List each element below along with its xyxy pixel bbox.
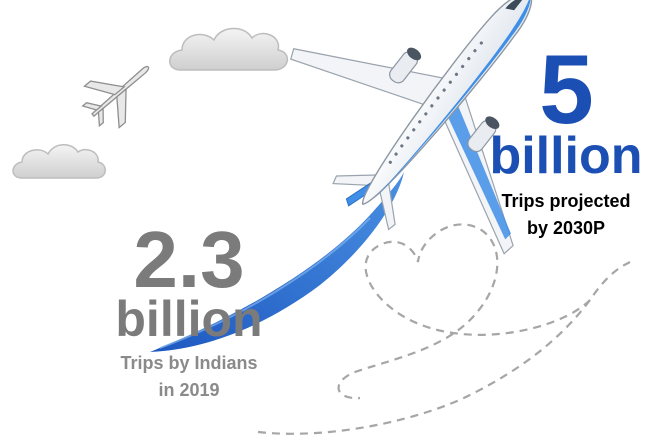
current-trips-caption-line1: Trips by Indians <box>120 353 258 373</box>
projected-trips-caption-line2: by 2030P <box>526 218 606 238</box>
projected-trips-value: 5 <box>539 34 594 144</box>
cloud-icon <box>169 27 288 71</box>
current-trips-caption: Trips by Indians in 2019 <box>89 350 289 404</box>
blue-swoosh-highlight <box>159 217 371 349</box>
projected-trips-caption-line1: Trips projected <box>501 191 631 211</box>
projected-trips-caption: Trips projected by 2030P <box>476 188 656 242</box>
projected-trips-stat: 5 billion Trips projected by 2030P <box>468 40 664 242</box>
dashed-heart-loop <box>337 223 591 400</box>
current-trips-value: 2.3 <box>133 215 245 304</box>
dashed-flight-path <box>257 261 631 435</box>
current-trips-unit: billion <box>115 291 263 347</box>
current-trips-caption-line2: in 2019 <box>158 380 220 400</box>
cloud-icon <box>12 144 106 179</box>
airplane-icon <box>290 0 533 255</box>
projected-trips-unit: billion <box>489 127 643 185</box>
small-airplane-icon <box>81 65 150 129</box>
current-trips-stat: 2.3 billion Trips by Indians in 2019 <box>84 220 294 404</box>
